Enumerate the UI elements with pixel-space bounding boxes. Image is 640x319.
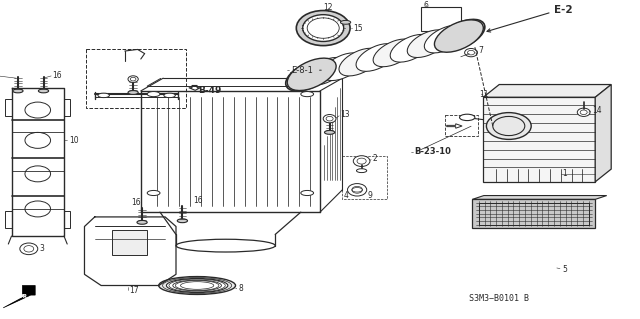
Text: 14: 14: [592, 106, 602, 115]
Ellipse shape: [407, 30, 449, 57]
Text: 12: 12: [324, 3, 333, 11]
Text: E-2: E-2: [554, 5, 572, 15]
Ellipse shape: [301, 92, 314, 97]
Text: 13: 13: [340, 110, 350, 119]
Ellipse shape: [322, 53, 364, 81]
Ellipse shape: [356, 44, 397, 71]
Text: 15: 15: [353, 24, 363, 33]
Ellipse shape: [288, 62, 329, 90]
Text: 4: 4: [344, 191, 349, 200]
Ellipse shape: [305, 57, 346, 85]
Ellipse shape: [301, 190, 314, 196]
Text: 16: 16: [193, 197, 203, 205]
Bar: [86, 49, 186, 108]
Text: 2: 2: [372, 154, 377, 163]
Text: 3: 3: [40, 244, 45, 253]
Bar: [472, 199, 595, 228]
Ellipse shape: [323, 115, 336, 123]
Polygon shape: [483, 85, 611, 97]
Ellipse shape: [20, 243, 38, 255]
Ellipse shape: [128, 91, 138, 94]
Bar: [5, 99, 12, 116]
Bar: [112, 230, 147, 255]
Ellipse shape: [98, 93, 109, 98]
Ellipse shape: [424, 25, 466, 53]
Ellipse shape: [390, 34, 431, 62]
Bar: [64, 211, 70, 228]
Ellipse shape: [303, 15, 344, 41]
Ellipse shape: [467, 50, 474, 55]
Ellipse shape: [24, 246, 34, 252]
Bar: [342, 156, 387, 199]
Bar: [421, 7, 461, 31]
Ellipse shape: [296, 11, 350, 46]
Polygon shape: [447, 124, 462, 128]
Bar: [483, 97, 595, 182]
Ellipse shape: [340, 20, 351, 24]
Ellipse shape: [164, 93, 175, 98]
Ellipse shape: [580, 110, 588, 115]
Text: 8: 8: [238, 284, 243, 293]
Ellipse shape: [326, 116, 333, 121]
Text: 10: 10: [69, 136, 79, 145]
Ellipse shape: [339, 48, 380, 76]
Polygon shape: [189, 85, 200, 90]
Ellipse shape: [131, 77, 136, 81]
Ellipse shape: [147, 92, 160, 97]
Ellipse shape: [38, 89, 49, 93]
Bar: [479, 203, 589, 225]
Ellipse shape: [348, 184, 367, 196]
Text: 17: 17: [129, 286, 139, 295]
Polygon shape: [472, 196, 607, 199]
Ellipse shape: [287, 58, 336, 91]
Text: 11: 11: [479, 90, 488, 99]
Polygon shape: [3, 286, 35, 308]
Ellipse shape: [357, 158, 366, 164]
Ellipse shape: [373, 39, 415, 67]
Text: FR.: FR.: [19, 294, 29, 299]
Polygon shape: [595, 85, 611, 182]
Ellipse shape: [13, 89, 23, 93]
Ellipse shape: [159, 277, 236, 294]
Ellipse shape: [324, 130, 335, 134]
Ellipse shape: [442, 21, 483, 48]
Bar: [64, 99, 70, 116]
Text: S3M3−B0101 B: S3M3−B0101 B: [469, 294, 529, 303]
Bar: [5, 211, 12, 228]
Text: 7: 7: [479, 46, 484, 55]
Ellipse shape: [353, 156, 370, 167]
Text: E-8-1: E-8-1: [291, 66, 313, 75]
Bar: [445, 115, 478, 136]
Ellipse shape: [465, 48, 477, 57]
Ellipse shape: [137, 220, 147, 224]
Ellipse shape: [177, 219, 188, 223]
Text: B-49: B-49: [198, 86, 222, 95]
Text: 16: 16: [131, 198, 141, 207]
Ellipse shape: [486, 113, 531, 139]
Ellipse shape: [166, 278, 228, 293]
Text: 1: 1: [562, 169, 566, 178]
Text: 16: 16: [52, 71, 62, 80]
Ellipse shape: [128, 76, 138, 82]
Ellipse shape: [435, 20, 483, 52]
Text: 5: 5: [562, 265, 567, 274]
Text: 6: 6: [424, 1, 429, 10]
Ellipse shape: [460, 114, 475, 121]
Ellipse shape: [352, 186, 362, 193]
Ellipse shape: [147, 190, 160, 196]
Text: 9: 9: [368, 191, 373, 200]
Ellipse shape: [356, 169, 367, 173]
Ellipse shape: [577, 108, 590, 116]
Text: B-23-10: B-23-10: [415, 147, 452, 156]
